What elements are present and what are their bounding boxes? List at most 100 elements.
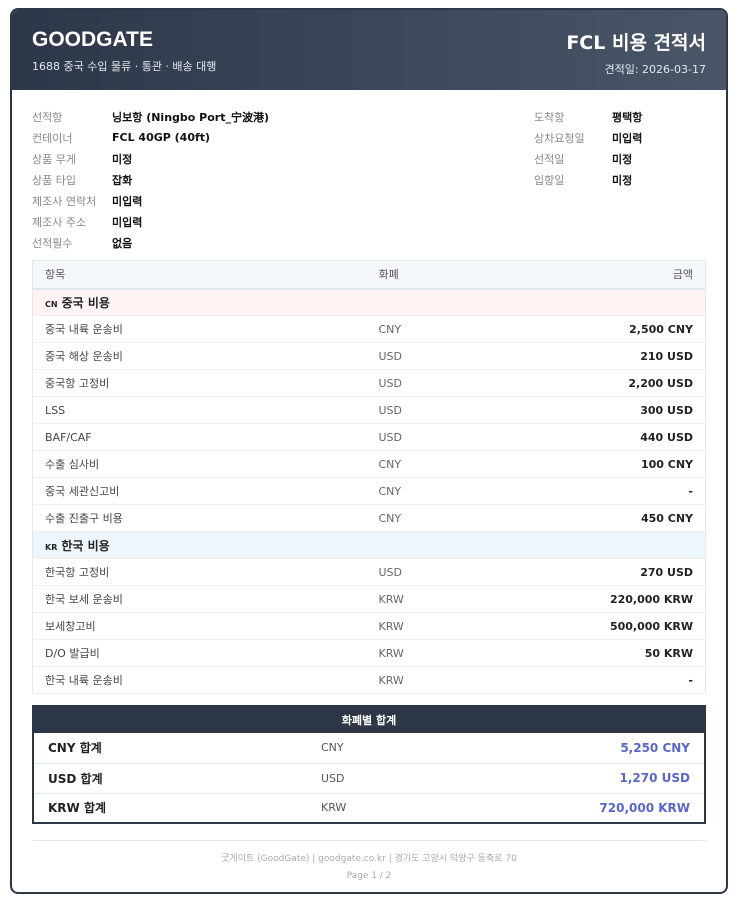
total-amount: 5,250 CNY <box>429 733 705 764</box>
item-amount: - <box>566 666 706 694</box>
shipment-info: 선적항 닝보항 (Ningbo Port_宁波港) 컨테이너 FCL 40GP (40… <box>12 90 726 260</box>
item-amount: - <box>566 477 706 505</box>
quote-date: 견적일: 2026-03-17 <box>604 63 707 76</box>
total-row: CNY 합계 CNY 5,250 CNY <box>33 733 705 764</box>
table-row: 한국항 고정비 USD 270 USD <box>32 558 706 586</box>
item-currency: USD <box>366 396 567 424</box>
info-row: 선적필수 없음 <box>32 232 132 253</box>
item-amount: 2,500 CNY <box>566 315 706 343</box>
info-label: 도착항 <box>534 110 565 124</box>
table-row: 중국항 고정비 USD 2,200 USD <box>32 369 706 397</box>
item-amount: 300 USD <box>566 396 706 424</box>
info-label: 입항일 <box>534 173 565 187</box>
total-label: CNY 합계 <box>33 733 307 764</box>
item-name: 한국항 고정비 <box>32 558 367 586</box>
info-value: 미정 <box>612 173 633 187</box>
table-row: LSS USD 300 USD <box>32 396 706 424</box>
info-value: FCL 40GP (40ft) <box>112 131 211 144</box>
item-amount: 100 CNY <box>566 450 706 478</box>
total-currency: USD <box>307 763 430 794</box>
info-label: 상차요청일 <box>534 131 585 145</box>
table-row: 한국 내륙 운송비 KRW - <box>32 666 706 694</box>
info-row: 제조사 연락처 미입력 <box>32 190 142 211</box>
item-name: 수출 진출구 비용 <box>32 504 367 532</box>
item-currency: USD <box>366 558 567 586</box>
info-value: 미정 <box>112 152 133 166</box>
table-row: 수출 진출구 비용 CNY 450 CNY <box>32 504 706 532</box>
item-name: LSS <box>32 396 367 424</box>
item-amount: 210 USD <box>566 342 706 370</box>
table-row: 보세창고비 KRW 500,000 KRW <box>32 612 706 640</box>
total-label: KRW 합계 <box>33 793 307 824</box>
table-row: 한국 보세 운송비 KRW 220,000 KRW <box>32 585 706 613</box>
total-currency: CNY <box>307 733 430 764</box>
footer-company: 굿게이트 (GoodGate) | goodgate.co.kr | 경기도 고… <box>221 854 517 864</box>
table-row: 중국 해상 운송비 USD 210 USD <box>32 342 706 370</box>
info-value: 닝보항 (Ningbo Port_宁波港) <box>112 110 269 124</box>
document-title: FCL 비용 견적서 <box>566 32 706 54</box>
totals-title: 화폐별 합계 <box>33 706 705 733</box>
item-currency: CNY <box>366 315 567 343</box>
info-label: 선적항 <box>32 110 63 124</box>
table-row: D/O 발급비 KRW 50 KRW <box>32 639 706 667</box>
item-amount: 500,000 KRW <box>566 612 706 640</box>
cost-table: 항목 화폐 금액 CN 중국 비용 중국 내륙 운송비 CNY 2,500 CNY 중국 … <box>32 260 706 694</box>
section-korea: KR 한국 비용 <box>32 531 706 559</box>
info-value: 미입력 <box>612 131 643 145</box>
item-currency: USD <box>366 342 567 370</box>
info-label: 선적필수 <box>32 236 73 250</box>
item-amount: 2,200 USD <box>566 369 706 397</box>
item-name: 중국항 고정비 <box>32 369 367 397</box>
total-row: KRW 합계 KRW 720,000 KRW <box>33 793 705 824</box>
header: GOODGATE 1688 중국 수입 물류 · 통관 · 배송 대행 FCL … <box>12 10 726 90</box>
brand-subtitle: 1688 중국 수입 물류 · 통관 · 배송 대행 <box>32 60 217 73</box>
section-title: 중국 비용 <box>61 295 110 310</box>
info-value: 잡화 <box>112 173 133 187</box>
info-value: 미입력 <box>112 215 143 229</box>
item-amount: 220,000 KRW <box>566 585 706 613</box>
item-amount: 450 CNY <box>566 504 706 532</box>
info-label: 상품 무게 <box>32 152 76 166</box>
totals-table: 화폐별 합계 CNY 합계 CNY 5,250 CNY USD 합계 USD 1,270 … <box>32 705 706 824</box>
brand-logo: GOODGATE <box>32 28 153 51</box>
item-currency: KRW <box>366 666 567 694</box>
info-row: 선적일 미정 <box>534 148 632 169</box>
total-amount: 1,270 USD <box>429 763 705 794</box>
table-row: 수출 심사비 CNY 100 CNY <box>32 450 706 478</box>
total-row: USD 합계 USD 1,270 USD <box>33 763 705 794</box>
info-label: 컨테이너 <box>32 131 73 145</box>
item-name: 중국 세관신고비 <box>32 477 367 505</box>
info-row: 입항일 미정 <box>534 169 632 190</box>
item-currency: CNY <box>366 450 567 478</box>
item-amount: 50 KRW <box>566 639 706 667</box>
footer: 굿게이트 (GoodGate) | goodgate.co.kr | 경기도 고… <box>32 840 706 885</box>
item-currency: KRW <box>366 639 567 667</box>
info-row: 상품 타입 잡화 <box>32 169 132 190</box>
item-amount: 440 USD <box>566 423 706 451</box>
info-row: 도착항 평택항 <box>534 106 642 127</box>
total-label: USD 합계 <box>33 763 307 794</box>
info-value: 없음 <box>112 236 133 250</box>
col-item: 항목 <box>32 260 367 290</box>
info-row: 상품 무게 미정 <box>32 148 132 169</box>
info-value: 평택항 <box>612 110 643 124</box>
info-value: 미정 <box>612 152 633 166</box>
item-currency: CNY <box>366 477 567 505</box>
info-label: 선적일 <box>534 152 565 166</box>
section-china: CN 중국 비용 <box>32 288 706 316</box>
info-row: 제조사 주소 미입력 <box>32 211 142 232</box>
item-currency: KRW <box>366 585 567 613</box>
section-title: 한국 비용 <box>61 538 110 553</box>
col-currency: 화폐 <box>366 260 567 290</box>
item-name: BAF/CAF <box>32 423 367 451</box>
item-currency: USD <box>366 423 567 451</box>
item-name: 한국 보세 운송비 <box>32 585 367 613</box>
info-row: 컨테이너 FCL 40GP (40ft) <box>32 127 210 148</box>
table-row: 중국 내륙 운송비 CNY 2,500 CNY <box>32 315 706 343</box>
info-row: 선적항 닝보항 (Ningbo Port_宁波港) <box>32 106 269 127</box>
table-row: 중국 세관신고비 CNY - <box>32 477 706 505</box>
item-name: 수출 심사비 <box>32 450 367 478</box>
flag-icon: KR <box>45 542 58 552</box>
total-currency: KRW <box>307 793 430 824</box>
page-number: Page 1 / 2 <box>346 871 392 881</box>
